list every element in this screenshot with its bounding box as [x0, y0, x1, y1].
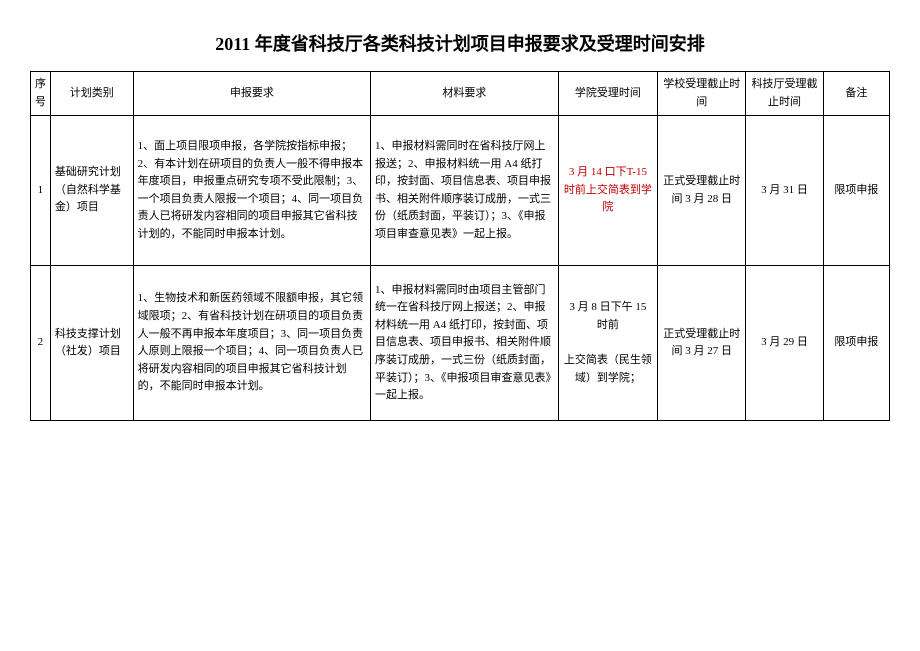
college-black-text: 3 月 8 日下午 15 时前上交简表（民生领域）到学院；: [564, 301, 652, 383]
cell-appreq: 1、生物技术和新医药领域不限额申报，其它领域限项；2、有省科技计划在研项目的项目…: [133, 266, 370, 421]
header-college: 学院受理时间: [558, 72, 657, 116]
header-dept: 科技厅受理截止时间: [746, 72, 823, 116]
cell-college: 3 月 14 口下T-15 时前上交简表到学院: [558, 116, 657, 266]
cell-category: 基础研究计划（自然科学基金）项目: [50, 116, 133, 266]
header-school: 学校受理截止时间: [658, 72, 746, 116]
cell-school: 正式受理截止时间 3 月 28 日: [658, 116, 746, 266]
cell-idx: 1: [31, 116, 51, 266]
cell-dept: 3 月 29 日: [746, 266, 823, 421]
header-category: 计划类别: [50, 72, 133, 116]
page-title: 2011 年度省科技厅各类科技计划项目申报要求及受理时间安排: [30, 30, 890, 56]
table-row: 1 基础研究计划（自然科学基金）项目 1、面上项目限项申报，各学院按指标申报；2…: [31, 116, 890, 266]
table-row: 2 科技支撑计划（社发）项目 1、生物技术和新医药领域不限额申报，其它领域限项；…: [31, 266, 890, 421]
cell-note: 限项申报: [823, 116, 889, 266]
cell-appreq: 1、面上项目限项申报，各学院按指标申报；2、有本计划在研项目的负责人一般不得申报…: [133, 116, 370, 266]
cell-matreq: 1、申报材料需同时在省科技厅网上报送；2、申报材料统一用 A4 纸打印，按封面、…: [371, 116, 559, 266]
college-red-text: 3 月 14 口下T-15 时前上交简表到学院: [564, 166, 652, 213]
cell-note: 限项申报: [823, 266, 889, 421]
header-note: 备注: [823, 72, 889, 116]
cell-school: 正式受理截止时间 3 月 27 日: [658, 266, 746, 421]
table-header-row: 序号 计划类别 申报要求 材料要求 学院受理时间 学校受理截止时间 科技厅受理截…: [31, 72, 890, 116]
cell-matreq: 1、申报材料需同时由项目主管部门统一在省科技厅网上报送；2、申报材料统一用 A4…: [371, 266, 559, 421]
schedule-table: 序号 计划类别 申报要求 材料要求 学院受理时间 学校受理截止时间 科技厅受理截…: [30, 71, 890, 421]
cell-category: 科技支撑计划（社发）项目: [50, 266, 133, 421]
header-appreq: 申报要求: [133, 72, 370, 116]
header-matreq: 材料要求: [371, 72, 559, 116]
header-idx: 序号: [31, 72, 51, 116]
cell-college: 3 月 8 日下午 15 时前上交简表（民生领域）到学院；: [558, 266, 657, 421]
cell-idx: 2: [31, 266, 51, 421]
cell-dept: 3 月 31 日: [746, 116, 823, 266]
